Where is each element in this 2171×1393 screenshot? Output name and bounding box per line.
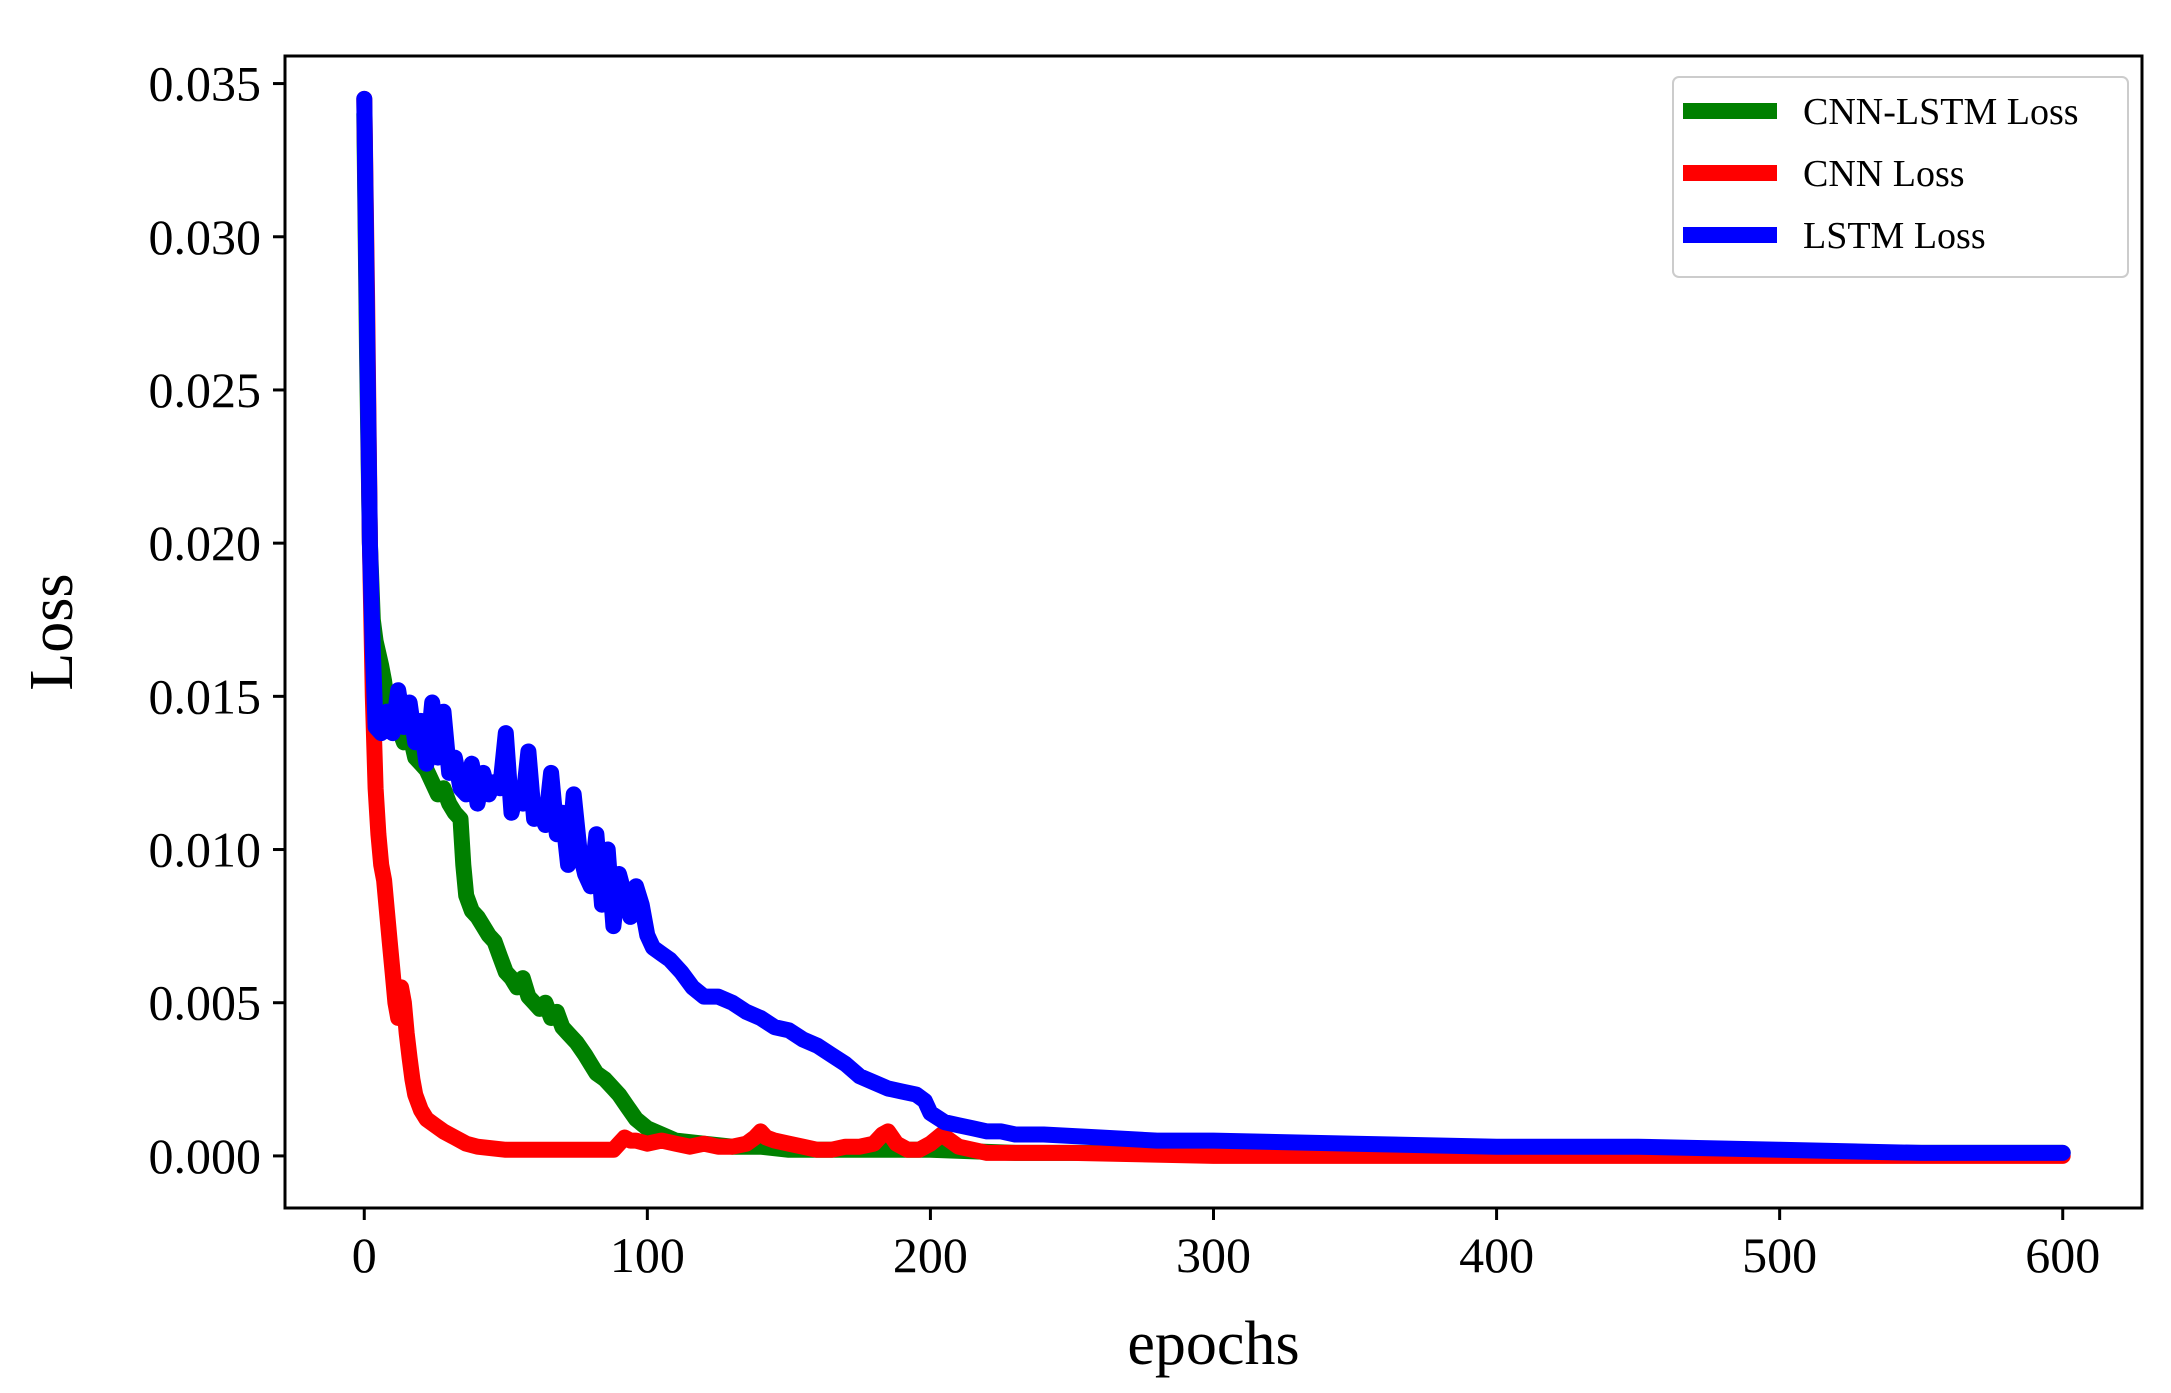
legend-label: CNN Loss bbox=[1803, 153, 1965, 195]
x-tick-label: 200 bbox=[893, 1227, 968, 1283]
y-axis-title: Loss bbox=[18, 573, 86, 690]
legend-label: CNN-LSTM Loss bbox=[1803, 91, 2079, 133]
y-axis: 0.000 0.005 0.010 0.015 0.020 0.025 0.030 0.035 bbox=[149, 56, 285, 1184]
legend: CNN-LSTM Loss CNN Loss LSTM Loss bbox=[1672, 76, 2129, 278]
y-tick-label: 0.000 bbox=[149, 1128, 262, 1184]
y-tick-label: 0.035 bbox=[149, 56, 262, 112]
x-tick-label: 600 bbox=[2025, 1227, 2100, 1283]
y-tick-label: 0.025 bbox=[149, 362, 262, 418]
x-tick-label: 0 bbox=[352, 1227, 377, 1283]
y-tick-label: 0.015 bbox=[149, 668, 262, 724]
series-line-2 bbox=[356, 90, 2071, 1161]
x-tick-label: 100 bbox=[610, 1227, 685, 1283]
legend-box bbox=[1672, 76, 2129, 278]
x-axis-title: epochs bbox=[1127, 1310, 1299, 1378]
series-line-1 bbox=[356, 90, 2071, 1164]
y-tick-label: 0.005 bbox=[149, 975, 262, 1031]
x-tick-label: 500 bbox=[1742, 1227, 1817, 1283]
legend-label: LSTM Loss bbox=[1803, 215, 1986, 257]
series-layer bbox=[356, 90, 2071, 1164]
x-tick-label: 300 bbox=[1176, 1227, 1251, 1283]
y-tick-label: 0.030 bbox=[149, 209, 262, 265]
x-tick-label: 400 bbox=[1459, 1227, 1534, 1283]
y-tick-label: 0.020 bbox=[149, 515, 262, 571]
y-tick-label: 0.010 bbox=[149, 822, 262, 878]
x-axis: 0 100 200 300 400 500 600 bbox=[352, 1208, 2100, 1283]
